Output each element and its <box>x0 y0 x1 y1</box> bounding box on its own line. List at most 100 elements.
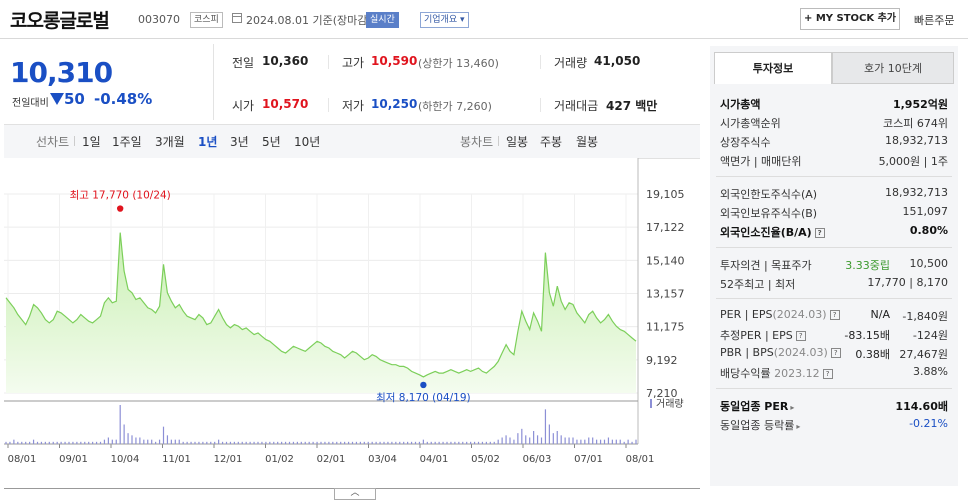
candle-chart-label[interactable]: 봉차트 <box>460 135 494 149</box>
line-chart-label[interactable]: 선차트 <box>36 135 70 149</box>
candle-daily[interactable]: 일봉 <box>506 135 529 149</box>
down-arrow-icon <box>50 93 64 105</box>
sector-chg-label[interactable]: 동일업종 등락률 <box>720 419 795 432</box>
help-icon[interactable]: ? <box>829 310 840 320</box>
company-info-button[interactable]: 기업개요 ▾ <box>420 12 469 28</box>
help-icon[interactable]: ? <box>830 348 841 358</box>
volume-bar <box>395 441 397 444</box>
volume-bar <box>320 441 322 444</box>
volume-bar <box>611 439 613 444</box>
foreign-hold-row: 외국인보유주식수(B) 151,097 <box>720 205 948 222</box>
chevron-right-icon: ▸ <box>796 422 801 431</box>
volume-label: 거래량 <box>554 56 588 70</box>
chevron-right-icon: ▸ <box>790 403 795 412</box>
dividend-label: 배당수익률 <box>720 367 771 380</box>
volume-bar <box>580 439 582 444</box>
opinion-value: 3.33중립 <box>845 259 890 272</box>
volume-bar <box>229 441 232 444</box>
volume-bar <box>143 439 145 444</box>
volume-bar <box>218 439 220 444</box>
volume-bar <box>166 435 169 444</box>
volume-bar <box>162 426 165 444</box>
volume-bar <box>115 439 117 444</box>
chevron-down-icon: ▾ <box>460 15 465 25</box>
volume-bar <box>281 441 283 444</box>
volume-bar <box>21 441 23 444</box>
volume-bar <box>214 441 216 444</box>
stock-code: 003070 <box>138 13 180 26</box>
volume-bar <box>147 439 149 444</box>
price-chart[interactable]: 19,105 17,122 15,140 13,157 11,175 9,192 7,210… <box>4 158 704 488</box>
range-1d[interactable]: 1일 <box>82 135 101 149</box>
volume-bar <box>103 439 106 444</box>
realtime-badge[interactable]: 실시간 <box>366 12 399 28</box>
volume-bar <box>418 441 421 444</box>
range-10y[interactable]: 10년 <box>294 135 321 149</box>
foreign-hold-value: 151,097 <box>902 205 949 218</box>
dividend-row: 배당수익률 2023.12? 3.88% <box>720 365 948 382</box>
volume-bar <box>446 441 448 444</box>
tab-invest-info[interactable]: 투자정보 <box>714 52 832 84</box>
shares-label: 상장주식수 <box>720 136 771 149</box>
volume-bar <box>340 441 342 444</box>
volume-bar <box>466 441 468 444</box>
low-marker <box>420 381 427 389</box>
sector-per-label[interactable]: 동일업종 PER <box>720 400 789 413</box>
x-tick-label: 02/01 <box>317 454 346 465</box>
foreign-rate-row: 외국인소진율(B/A)? 0.80% <box>720 224 948 241</box>
volume-bar <box>151 439 153 444</box>
lower-limit: (하한가 7,260) <box>418 100 492 113</box>
volume-bar <box>170 439 172 444</box>
volume-bar <box>560 435 562 444</box>
market-cap-rank-label: 시가총액순위 <box>720 117 781 130</box>
pbr-value: 0.38배 <box>855 348 890 361</box>
volume-bar <box>544 409 547 444</box>
sector-per-row[interactable]: 동일업종 PER ▸ 114.60배 <box>720 398 948 415</box>
mystock-add-button[interactable]: + MY STOCK 추가 <box>800 8 900 30</box>
divider <box>716 247 952 248</box>
range-1y[interactable]: 1년 <box>198 135 218 149</box>
divider <box>716 176 952 177</box>
volume-bar <box>127 433 129 444</box>
chart-expand-handle[interactable]: ︿ <box>334 488 376 500</box>
volume-bar <box>88 441 90 444</box>
range-1w[interactable]: 1주일 <box>112 135 142 149</box>
foreign-rate-value: 0.80% <box>909 224 948 237</box>
volume-bar <box>284 441 287 444</box>
price-area <box>6 232 636 393</box>
range-3m[interactable]: 3개월 <box>155 135 185 149</box>
volume-bar <box>194 441 196 444</box>
help-icon[interactable]: ? <box>795 331 806 341</box>
range-3y[interactable]: 3년 <box>230 135 249 149</box>
volume-bar <box>355 441 358 444</box>
sector-chg-row[interactable]: 동일업종 등락률 ▸ -0.21% <box>720 417 948 434</box>
volume-bar <box>399 441 401 444</box>
volume-bar <box>505 435 507 444</box>
volume-bar <box>92 441 94 444</box>
volume-bar <box>493 441 495 444</box>
volume-bar <box>221 441 224 444</box>
volume-bar <box>533 431 535 444</box>
tab-orderbook[interactable]: 호가 10단계 <box>832 52 954 84</box>
volume-bar <box>186 441 188 444</box>
upper-limit: (상한가 13,460) <box>418 57 499 70</box>
volume-bar <box>351 441 354 444</box>
volume-bar <box>174 439 176 444</box>
market-cap-value: 1,952억원 <box>892 98 948 111</box>
prev-label: 전일 <box>232 56 255 70</box>
prev-value: 10,360 <box>262 54 309 68</box>
market-cap-rank-value: 코스피 674위 <box>883 117 948 130</box>
range-5y[interactable]: 5년 <box>262 135 281 149</box>
est-per-value: -83.15배 <box>844 329 890 342</box>
x-tick-label: 01/02 <box>265 454 294 465</box>
candle-weekly[interactable]: 주봉 <box>540 135 563 149</box>
volume-bar <box>631 441 633 444</box>
volume-bar <box>379 441 381 444</box>
volume-bar <box>359 441 361 444</box>
par-value: 5,000원 | 1주 <box>878 155 948 168</box>
help-icon[interactable]: ? <box>814 228 825 238</box>
volume-bar <box>462 441 464 444</box>
help-icon[interactable]: ? <box>822 369 833 379</box>
quick-order-button[interactable]: 빠른주문 <box>914 14 955 27</box>
candle-monthly[interactable]: 월봉 <box>576 135 599 149</box>
